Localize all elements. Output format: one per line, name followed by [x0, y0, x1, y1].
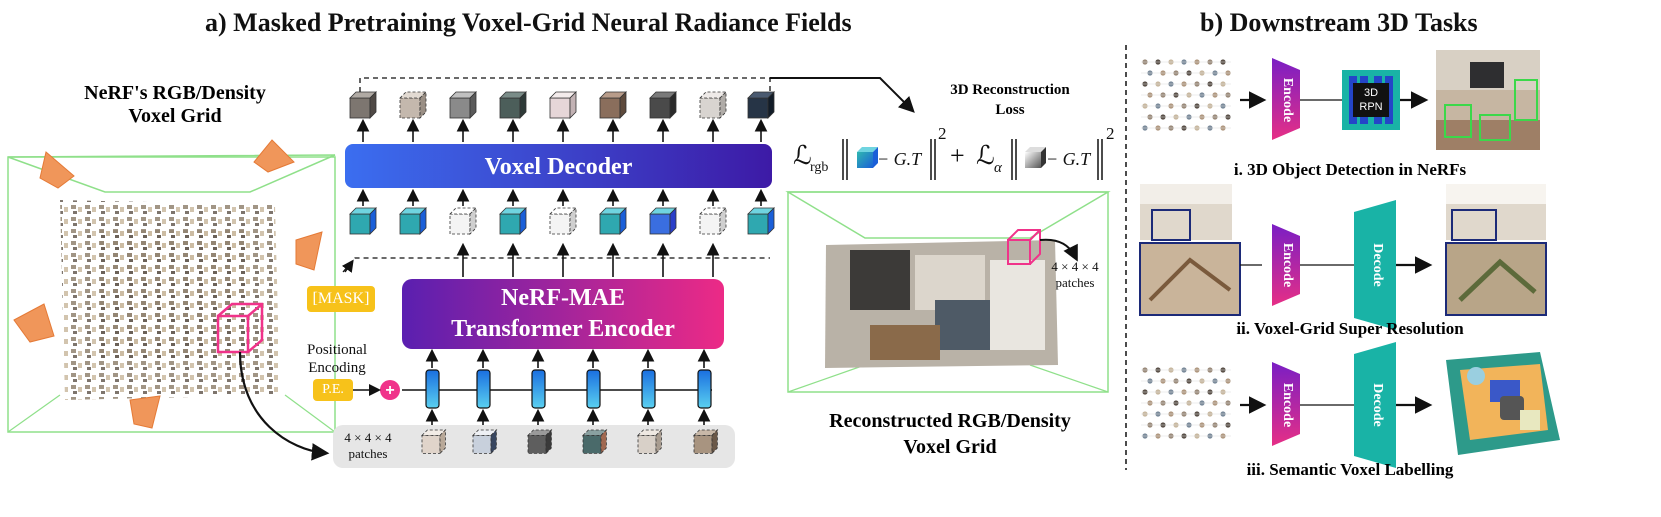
svg-text:+: +: [385, 382, 394, 399]
token-cube: [747, 207, 775, 235]
task-1-label: i. 3D Object Detection in NeRFs: [1233, 160, 1467, 179]
mask-bracket: [342, 257, 770, 273]
loss-alpha-subscript: α: [994, 160, 1002, 176]
token-bar: [586, 369, 601, 409]
loss-rgb-subscript: rgb: [810, 160, 829, 175]
output-cube: [699, 91, 727, 119]
encode-block-3: [1272, 362, 1300, 446]
encoder-label: NeRF-MAE Transformer Encoder: [451, 285, 675, 342]
loss-square-1: 2: [938, 124, 947, 143]
decode-label-2: Decode: [1370, 243, 1385, 287]
output-cube: [747, 91, 775, 119]
semantic-output-image: [1446, 352, 1560, 455]
loss-density-cube: [1025, 147, 1046, 168]
bottom-patches-label: 4 × 4 × 4 patches: [344, 430, 392, 461]
token-cube: [699, 207, 727, 235]
encode-label-3: Encode: [1280, 382, 1295, 428]
loss-square-2: 2: [1106, 124, 1115, 143]
reconstructed-voxel-grid: [785, 191, 1111, 393]
detection-output-image: [1436, 50, 1540, 150]
section-b-title: b) Downstream 3D Tasks: [1200, 8, 1478, 37]
input-patch-cube: [472, 429, 498, 455]
input-patch-cube: [421, 429, 447, 455]
section-a-title: a) Masked Pretraining Voxel-Grid Neural …: [205, 8, 852, 37]
dot-grid-1: [1141, 59, 1231, 131]
input-voxel-grid: [7, 154, 336, 433]
norm-bars: [842, 139, 1103, 180]
decoder-output-cubes: [349, 91, 775, 119]
loss-gt-1: − G.T: [877, 149, 922, 169]
input-patch-cube: [582, 429, 608, 455]
loss-plus: +: [950, 141, 965, 170]
output-cube: [549, 91, 577, 119]
pe-chip: P.E.: [313, 379, 353, 401]
add-operator-icon: [380, 380, 400, 400]
loss-arrow: [770, 77, 915, 113]
dot-grid-3: [1141, 367, 1231, 439]
nerf-mae-encoder-block: [402, 279, 724, 349]
encode-block-2: [1272, 224, 1300, 306]
output-bracket: [359, 77, 771, 92]
token-bar: [476, 369, 491, 409]
output-cube: [499, 91, 527, 119]
mask-token-chip: [MASK]: [307, 286, 375, 312]
token-bar: [697, 369, 712, 409]
reconstructed-label: Reconstructed RGB/Density Voxel Grid: [829, 410, 1071, 458]
decoder-up-arrows: [356, 118, 768, 206]
encode-label-2: Encode: [1280, 242, 1295, 288]
loss-rgb-cube: [857, 147, 878, 168]
output-cube: [599, 91, 627, 119]
token-cube: [449, 207, 477, 235]
loss-gt-2: − G.T: [1046, 149, 1091, 169]
output-cube: [449, 91, 477, 119]
token-bars: [425, 348, 712, 428]
output-cube: [349, 91, 377, 119]
input-patch-cubes: [421, 429, 719, 455]
sr-input-images: [1139, 184, 1241, 316]
camera-cone-icons: [13, 139, 323, 429]
token-cube: [649, 207, 677, 235]
decode-block-3: [1354, 342, 1396, 468]
token-cube: [349, 207, 377, 235]
loss-l-rgb: ℒ: [793, 141, 812, 170]
mask-arrow: [341, 259, 354, 273]
token-bar: [641, 369, 656, 409]
encode-block-1: [1272, 58, 1300, 140]
token-bar: [531, 369, 546, 409]
token-cube: [499, 207, 527, 235]
output-cube: [399, 91, 427, 119]
token-bar: [425, 369, 440, 409]
right-patches-label: 4 × 4 × 4 patches: [1051, 259, 1099, 290]
grid-label: NeRF's RGB/Density Voxel Grid: [84, 82, 266, 127]
output-cube: [649, 91, 677, 119]
encode-label-1: Encode: [1280, 77, 1295, 123]
rpn-label: 3D RPN: [1359, 87, 1383, 113]
decoder-input-cubes: [349, 207, 775, 235]
task-2-label: ii. Voxel-Grid Super Resolution: [1236, 319, 1464, 338]
decode-block-2: [1354, 200, 1396, 330]
highlight-patch-cube: [216, 302, 264, 354]
voxel-decoder-block: [345, 144, 772, 188]
input-patch-cube: [527, 429, 553, 455]
input-patch-cube: [637, 429, 663, 455]
encoder-output-arrows: [456, 242, 720, 277]
positional-encoding-label: Positional Encoding: [306, 342, 367, 376]
decode-label-3: Decode: [1370, 383, 1385, 427]
recon-loss-label: 3D Reconstruction Loss: [950, 82, 1070, 118]
token-cube: [599, 207, 627, 235]
recon-patch-cube: [1007, 229, 1041, 265]
sr-output-images: [1445, 184, 1547, 316]
patch-arrow: [238, 351, 330, 461]
token-cube: [399, 207, 427, 235]
token-cube: [549, 207, 577, 235]
voxel-decoder-label: Voxel Decoder: [484, 154, 633, 180]
input-patch-cube: [693, 429, 719, 455]
loss-l-alpha: ℒ: [976, 141, 995, 170]
task-3-label: iii. Semantic Voxel Labelling: [1246, 460, 1454, 479]
